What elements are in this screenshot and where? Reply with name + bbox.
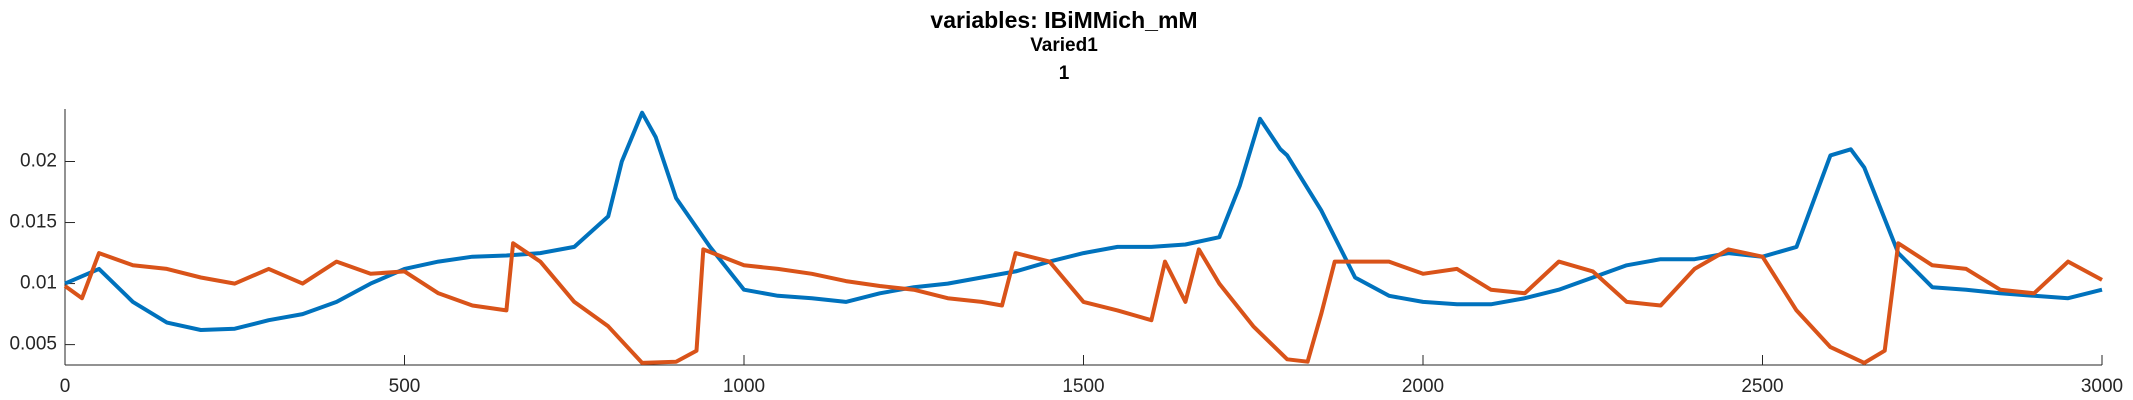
chart-subtitle: 1 [1059,63,1070,84]
y-tick-label: 0.01 [20,273,57,294]
chart-subtitle: Varied1 [1030,35,1098,56]
series-line [64,110,2103,332]
x-tick-label: 2000 [1402,376,1444,397]
x-tick-label: 2500 [1741,376,1783,397]
series-line [63,241,2103,365]
x-tick-label: 500 [389,376,421,397]
x-tick-label: 3000 [2081,376,2123,397]
x-tick-label: 1000 [723,376,765,397]
chart-title: variables: IBiMMich_mM [930,7,1197,33]
y-tick-label: 0.015 [9,212,57,233]
x-tick-label: 1500 [1062,376,1104,397]
y-tick-label: 0.005 [9,334,57,355]
x-tick-label: 0 [60,376,71,397]
y-tick-label: 0.02 [20,151,57,172]
